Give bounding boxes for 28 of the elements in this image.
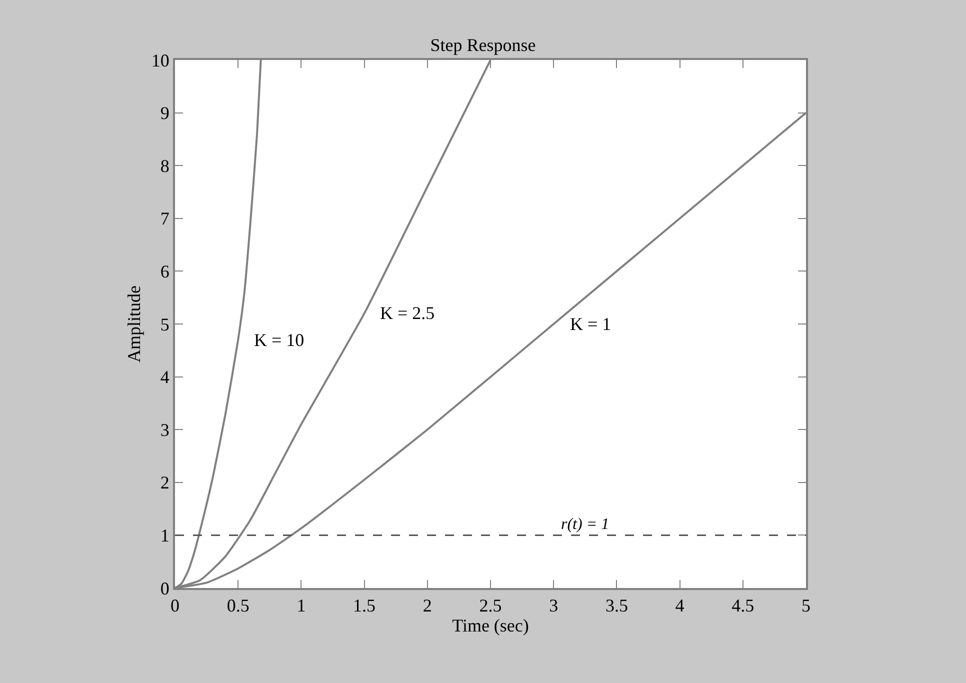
y-axis-title: Amplitude: [124, 285, 144, 362]
x-tick-label: 4: [675, 596, 684, 616]
x-tick-label: 3.5: [605, 596, 628, 616]
y-tick-label: 5: [160, 314, 170, 334]
y-tick-label: 0: [160, 578, 170, 598]
y-tick-label: 3: [160, 420, 170, 440]
x-tick-label: 1: [296, 596, 306, 616]
y-tick-label: 2: [160, 472, 170, 493]
x-tick-label: 4.5: [732, 596, 754, 616]
series-label: K = 1: [570, 314, 612, 334]
ref-line-label: r(t) = 1: [561, 516, 610, 533]
y-tick-label: 1: [160, 526, 170, 546]
y-tick-label: 10: [151, 50, 170, 70]
x-tick-label: 0.5: [226, 596, 250, 616]
x-axis-title: Time (sec): [452, 616, 529, 636]
y-tick-label: 8: [160, 156, 170, 176]
x-tick-label: 1.5: [353, 596, 376, 616]
x-tick-label: 2.5: [479, 596, 502, 616]
chart-title: Step Response: [430, 35, 536, 56]
x-tick-label: 3: [549, 596, 558, 616]
x-tick-label: 5: [802, 596, 810, 616]
y-tick-label: 6: [160, 262, 170, 282]
x-tick-label: 2: [422, 596, 432, 616]
y-tick-label: 4: [160, 367, 170, 388]
y-tick-label: 9: [160, 103, 170, 124]
series-label: K = 2.5: [380, 303, 435, 323]
y-tick-label: 7: [160, 208, 170, 229]
series-label: K = 10: [254, 330, 304, 350]
